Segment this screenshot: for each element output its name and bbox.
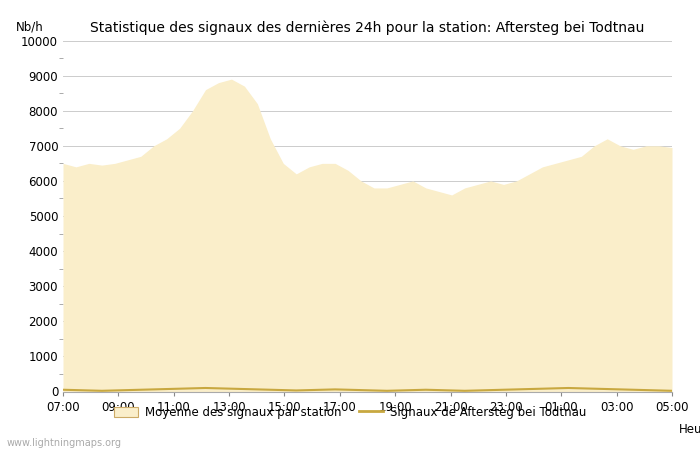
Y-axis label: Nb/h: Nb/h	[15, 21, 43, 33]
Legend: Moyenne des signaux par station, Signaux de Aftersteg bei Todtnau: Moyenne des signaux par station, Signaux…	[109, 401, 591, 424]
X-axis label: Heure: Heure	[678, 423, 700, 436]
Text: www.lightningmaps.org: www.lightningmaps.org	[7, 438, 122, 448]
Title: Statistique des signaux des dernières 24h pour la station: Aftersteg bei Todtnau: Statistique des signaux des dernières 24…	[90, 21, 645, 35]
